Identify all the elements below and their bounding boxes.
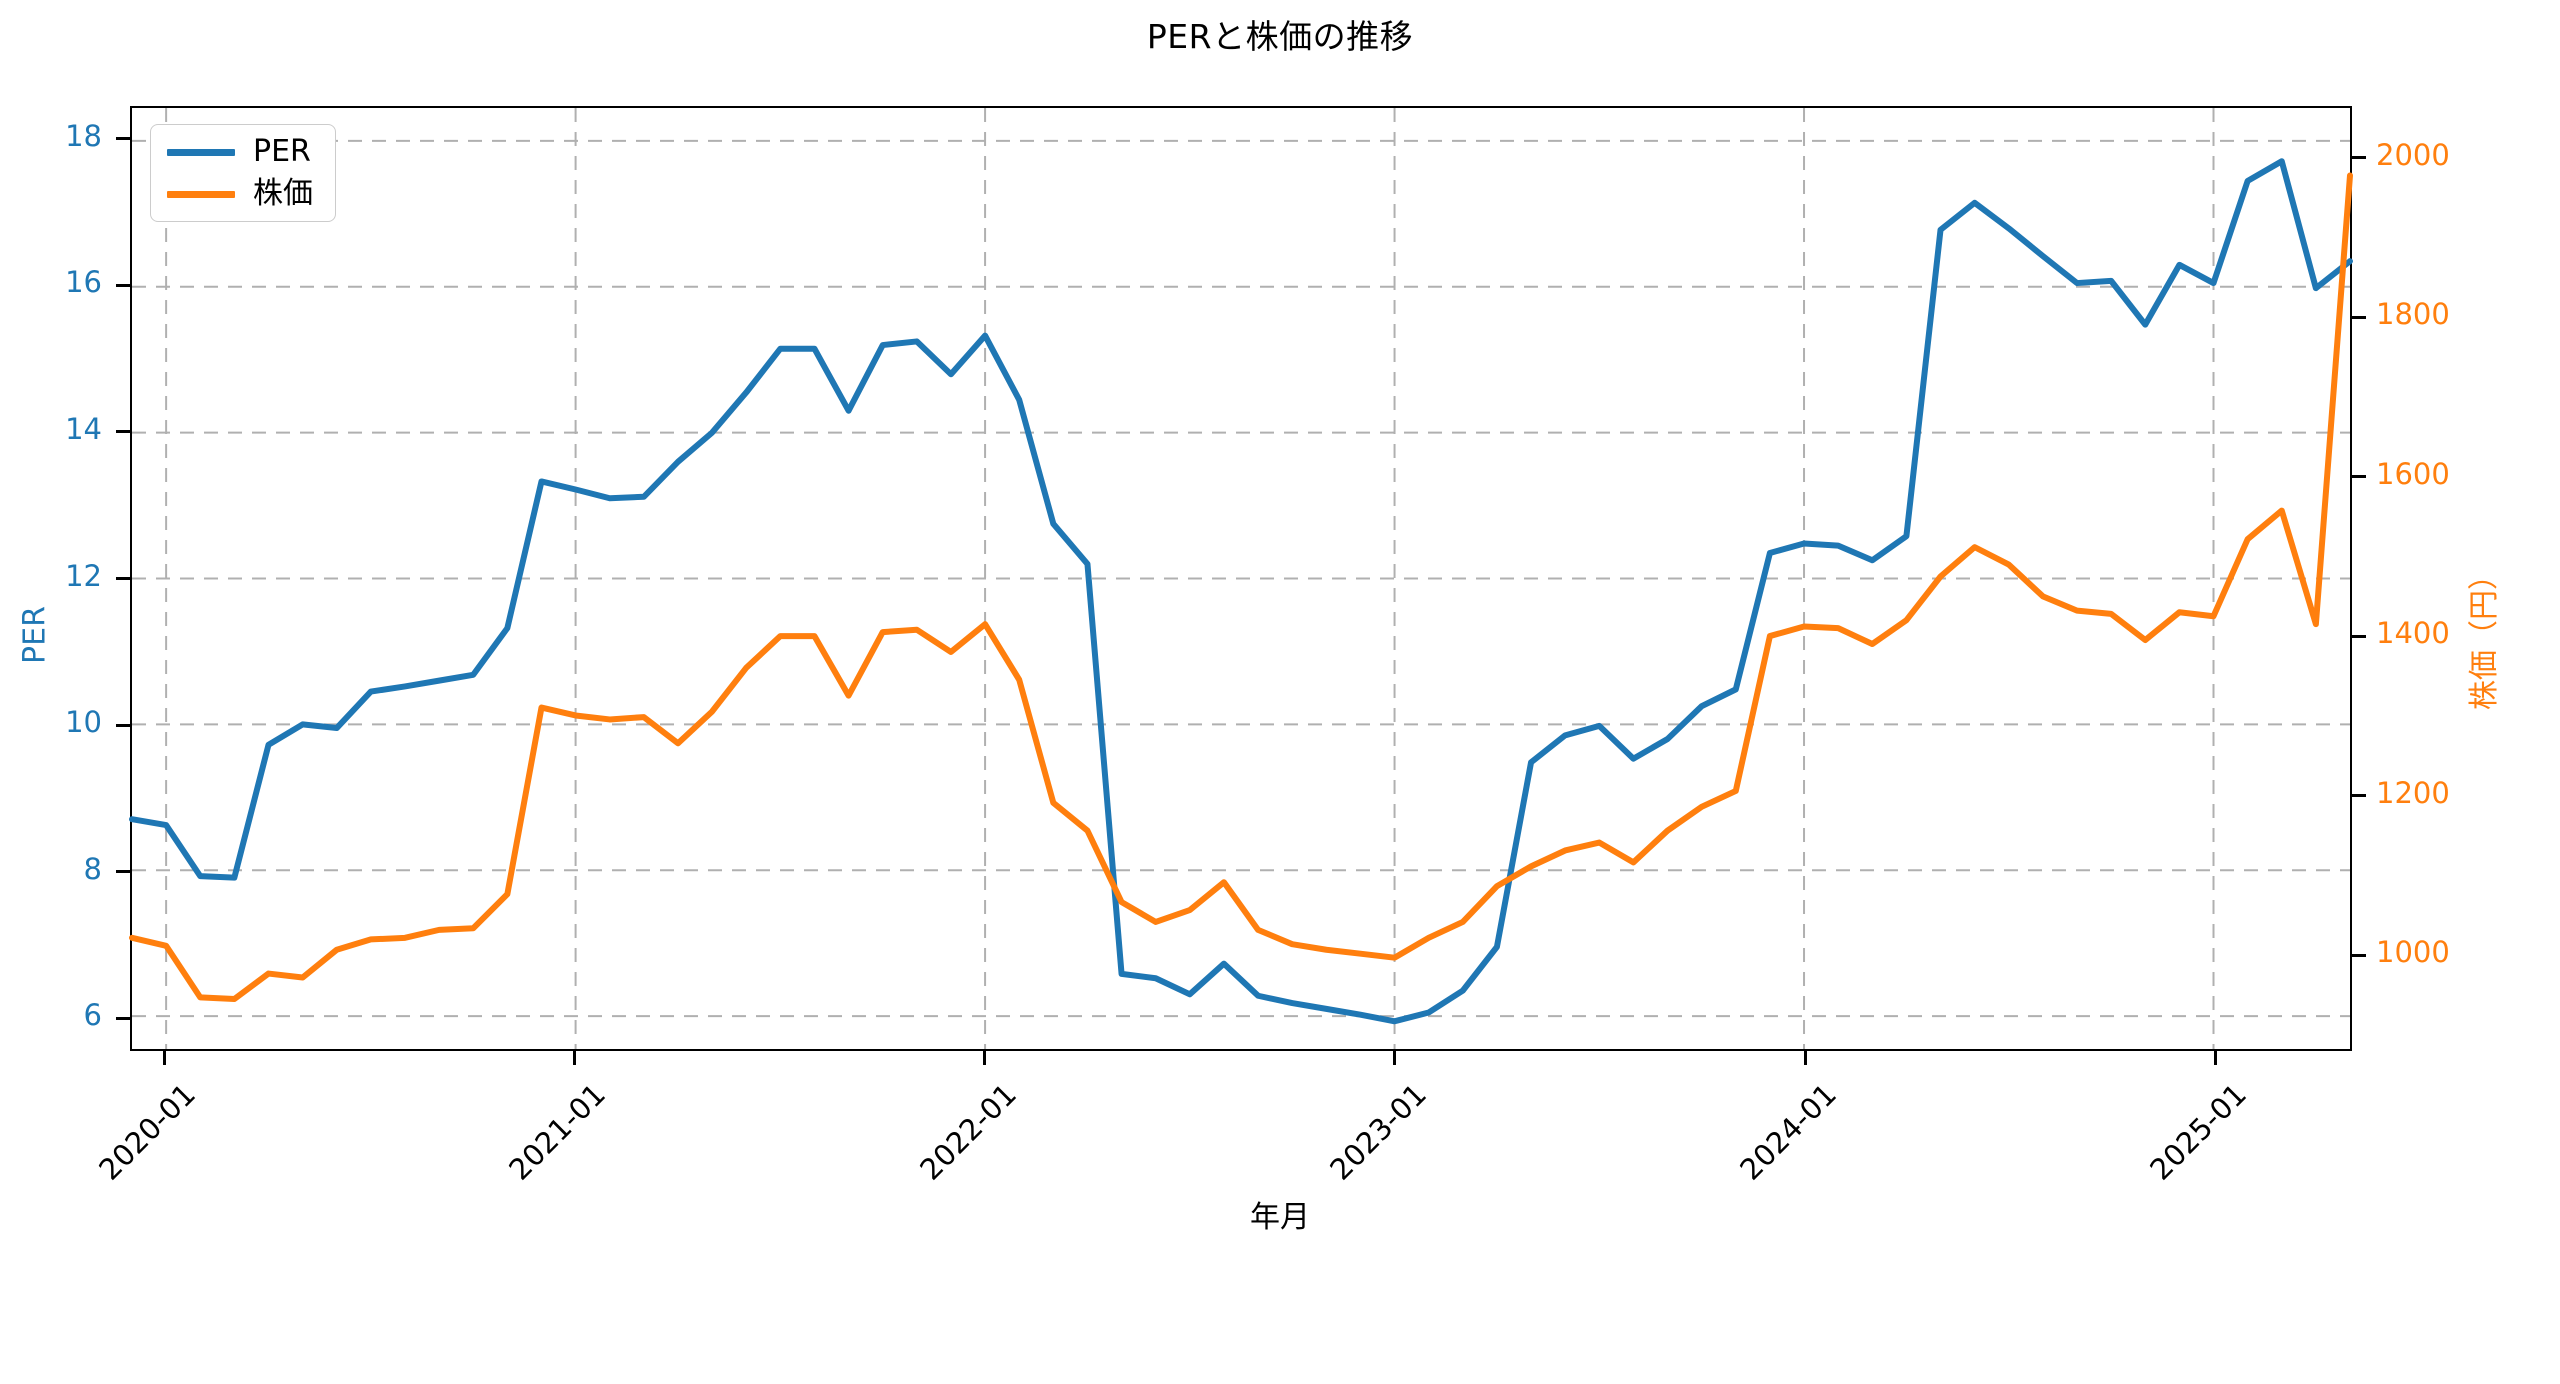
y-right-tick-1000: 1000	[2376, 935, 2450, 970]
legend-label-kabuka: 株価	[253, 176, 313, 211]
y-left-tick-10: 10	[65, 705, 102, 739]
series-line-PER	[132, 161, 2350, 1021]
x-axis-label: 年月	[1250, 1200, 1310, 1235]
chart-figure: PERと株価の推移 PER 株価（円） 年月 PER 株価 6 8 10 12 14 16…	[17, 17, 2502, 1235]
tick-mark	[116, 870, 130, 874]
tick-mark	[116, 723, 130, 727]
y-left-tick-14: 14	[65, 411, 102, 446]
gridlines	[132, 108, 2350, 1049]
tick-mark	[1803, 1051, 1807, 1065]
legend-swatch-kabuka	[167, 190, 235, 198]
legend-label-per: PER	[253, 134, 311, 169]
legend-item-kabuka[interactable]: 株価	[167, 179, 313, 209]
plot-area: PER 株価	[130, 106, 2352, 1051]
tick-mark	[2352, 634, 2366, 638]
y-left-tick-12: 12	[65, 558, 102, 593]
tick-mark	[2352, 953, 2366, 957]
tick-mark	[2352, 475, 2366, 479]
legend-swatch-per	[167, 148, 235, 156]
tick-mark	[2352, 315, 2366, 319]
tick-mark	[116, 577, 130, 580]
tick-mark	[116, 137, 130, 141]
tick-mark	[116, 430, 130, 434]
y-right-tick-1400: 1400	[2376, 616, 2450, 651]
y-left-tick-18: 18	[65, 118, 102, 153]
y-right-tick-1600: 1600	[2376, 456, 2450, 491]
y-right-tick-1800: 1800	[2376, 297, 2450, 332]
tick-mark	[572, 1051, 576, 1065]
chart-title: PERと株価の推移	[1146, 17, 1414, 56]
chart-legend: PER 株価	[150, 124, 336, 222]
y-axis-right-label: 株価（円）	[2467, 559, 2502, 710]
series-line-株価	[132, 175, 2350, 998]
tick-mark	[116, 1016, 130, 1020]
y-right-tick-1200: 1200	[2376, 775, 2450, 810]
tick-mark	[162, 1051, 166, 1065]
tick-mark	[1393, 1051, 1397, 1065]
tick-mark	[983, 1051, 987, 1065]
tick-mark	[2213, 1051, 2217, 1065]
legend-item-per[interactable]: PER	[167, 137, 313, 167]
tick-mark	[2352, 156, 2366, 160]
y-left-tick-16: 16	[65, 265, 102, 300]
tick-mark	[2352, 794, 2366, 798]
y-left-tick-6: 6	[83, 998, 102, 1033]
y-axis-left-label: PER	[17, 605, 53, 664]
data-lines	[132, 108, 2350, 1049]
tick-mark	[116, 283, 130, 287]
y-left-tick-8: 8	[83, 851, 102, 886]
y-right-tick-2000: 2000	[2376, 137, 2450, 172]
